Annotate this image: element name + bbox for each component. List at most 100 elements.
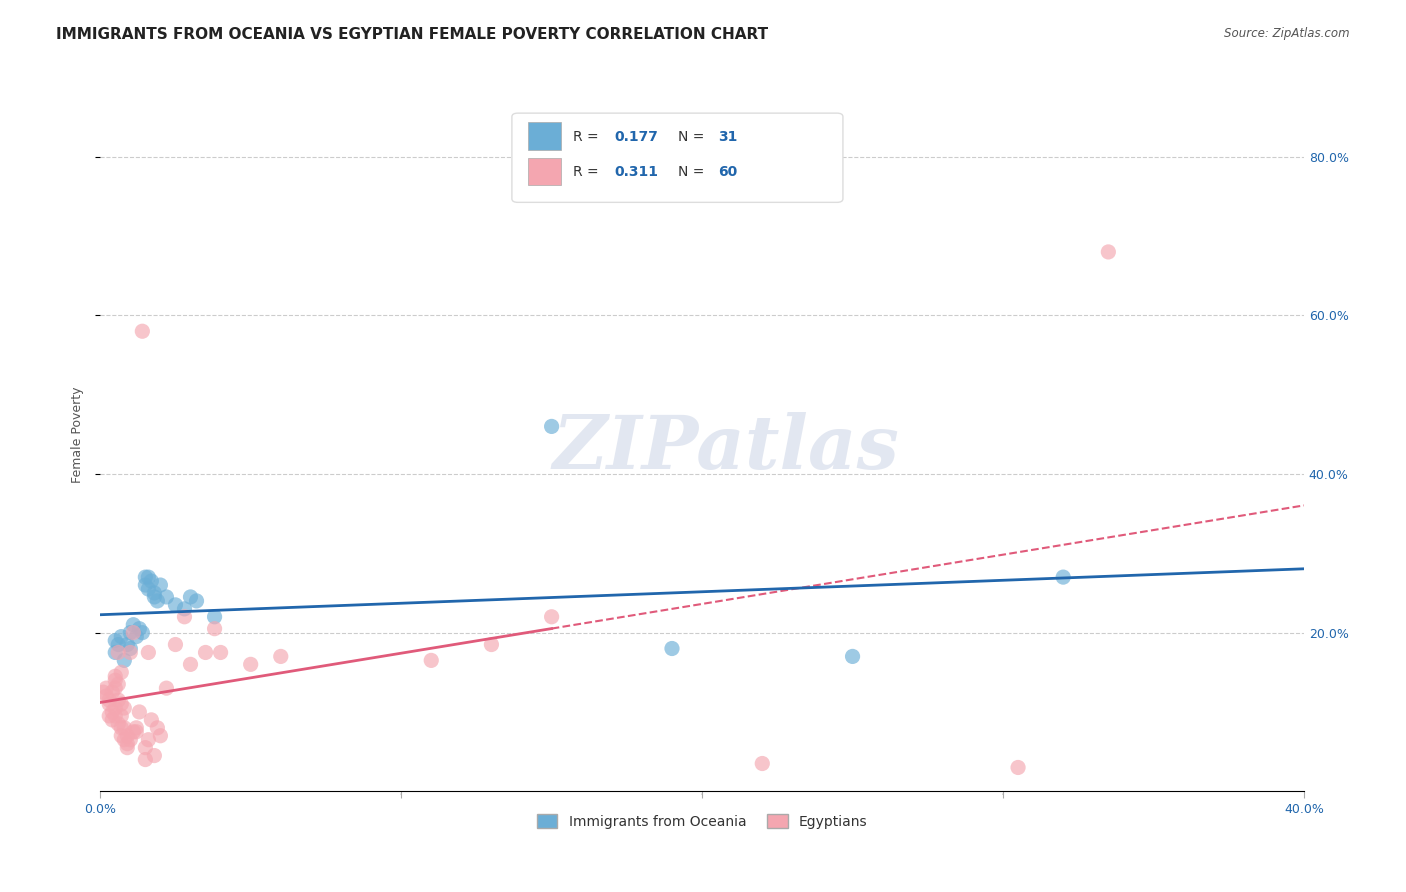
Point xyxy=(540,609,562,624)
Point xyxy=(112,732,135,747)
Text: IMMIGRANTS FROM OCEANIA VS EGYPTIAN FEMALE POVERTY CORRELATION CHART: IMMIGRANTS FROM OCEANIA VS EGYPTIAN FEMA… xyxy=(56,27,768,42)
Point xyxy=(146,721,169,735)
Point xyxy=(204,622,226,636)
Point xyxy=(481,638,503,652)
Point xyxy=(143,586,166,600)
Point xyxy=(661,641,683,656)
Point xyxy=(122,617,145,632)
Text: ZIPatlas: ZIPatlas xyxy=(553,412,900,485)
Point xyxy=(112,721,135,735)
Point xyxy=(98,693,121,707)
Point xyxy=(110,729,132,743)
Point xyxy=(104,681,127,695)
Point xyxy=(120,645,142,659)
Point xyxy=(173,609,195,624)
Point xyxy=(1052,570,1074,584)
Text: R =: R = xyxy=(574,165,603,179)
Point xyxy=(540,419,562,434)
Point xyxy=(134,740,156,755)
Point xyxy=(112,653,135,667)
Point xyxy=(120,641,142,656)
Point xyxy=(128,622,150,636)
Point xyxy=(138,570,160,584)
Point xyxy=(110,709,132,723)
Text: 60: 60 xyxy=(717,165,737,179)
Point xyxy=(110,665,132,680)
Point xyxy=(112,701,135,715)
Point xyxy=(751,756,773,771)
Point xyxy=(1007,760,1029,774)
Point xyxy=(101,713,124,727)
Point xyxy=(186,594,208,608)
Point xyxy=(107,716,129,731)
Point xyxy=(125,721,148,735)
Point xyxy=(841,649,863,664)
Point xyxy=(128,705,150,719)
Point xyxy=(138,645,160,659)
Text: 31: 31 xyxy=(717,129,737,144)
Point xyxy=(91,685,114,699)
Point xyxy=(110,630,132,644)
Point xyxy=(155,681,177,695)
Legend: Immigrants from Oceania, Egyptians: Immigrants from Oceania, Egyptians xyxy=(531,808,873,834)
Point xyxy=(143,748,166,763)
Point xyxy=(125,724,148,739)
Point xyxy=(239,657,262,672)
Point xyxy=(104,709,127,723)
Point xyxy=(101,685,124,699)
Point xyxy=(149,729,172,743)
Point xyxy=(104,633,127,648)
Point xyxy=(110,721,132,735)
Point xyxy=(110,697,132,711)
Point xyxy=(204,609,226,624)
Point xyxy=(96,681,118,695)
Point xyxy=(165,598,187,612)
Y-axis label: Female Poverty: Female Poverty xyxy=(72,386,84,483)
Point xyxy=(122,724,145,739)
Point xyxy=(134,570,156,584)
Point xyxy=(104,673,127,688)
Point xyxy=(120,625,142,640)
Point xyxy=(104,645,127,659)
Point xyxy=(104,701,127,715)
Point xyxy=(134,578,156,592)
Point xyxy=(107,638,129,652)
Point xyxy=(117,737,139,751)
Point xyxy=(173,602,195,616)
Point xyxy=(209,645,232,659)
Point xyxy=(101,705,124,719)
Point xyxy=(143,590,166,604)
Point xyxy=(131,625,153,640)
Point xyxy=(117,740,139,755)
Point xyxy=(149,578,172,592)
Point xyxy=(96,689,118,703)
Point xyxy=(141,713,163,727)
Text: 0.311: 0.311 xyxy=(614,165,658,179)
Point xyxy=(1097,244,1119,259)
Point xyxy=(98,697,121,711)
Point xyxy=(104,669,127,683)
Point xyxy=(117,638,139,652)
Point xyxy=(194,645,217,659)
Point xyxy=(107,693,129,707)
Point xyxy=(117,729,139,743)
Point xyxy=(179,657,201,672)
Point xyxy=(138,582,160,596)
Point xyxy=(155,590,177,604)
Text: 0.177: 0.177 xyxy=(614,129,658,144)
Point xyxy=(146,594,169,608)
Point xyxy=(107,645,129,659)
Point xyxy=(98,709,121,723)
Point xyxy=(134,753,156,767)
Text: N =: N = xyxy=(678,165,709,179)
Text: Source: ZipAtlas.com: Source: ZipAtlas.com xyxy=(1225,27,1350,40)
Point xyxy=(141,574,163,588)
FancyBboxPatch shape xyxy=(512,113,844,202)
Point xyxy=(131,324,153,338)
FancyBboxPatch shape xyxy=(527,158,561,186)
Text: N =: N = xyxy=(678,129,709,144)
Point xyxy=(420,653,443,667)
Text: R =: R = xyxy=(574,129,603,144)
Point xyxy=(270,649,292,664)
Point xyxy=(120,732,142,747)
